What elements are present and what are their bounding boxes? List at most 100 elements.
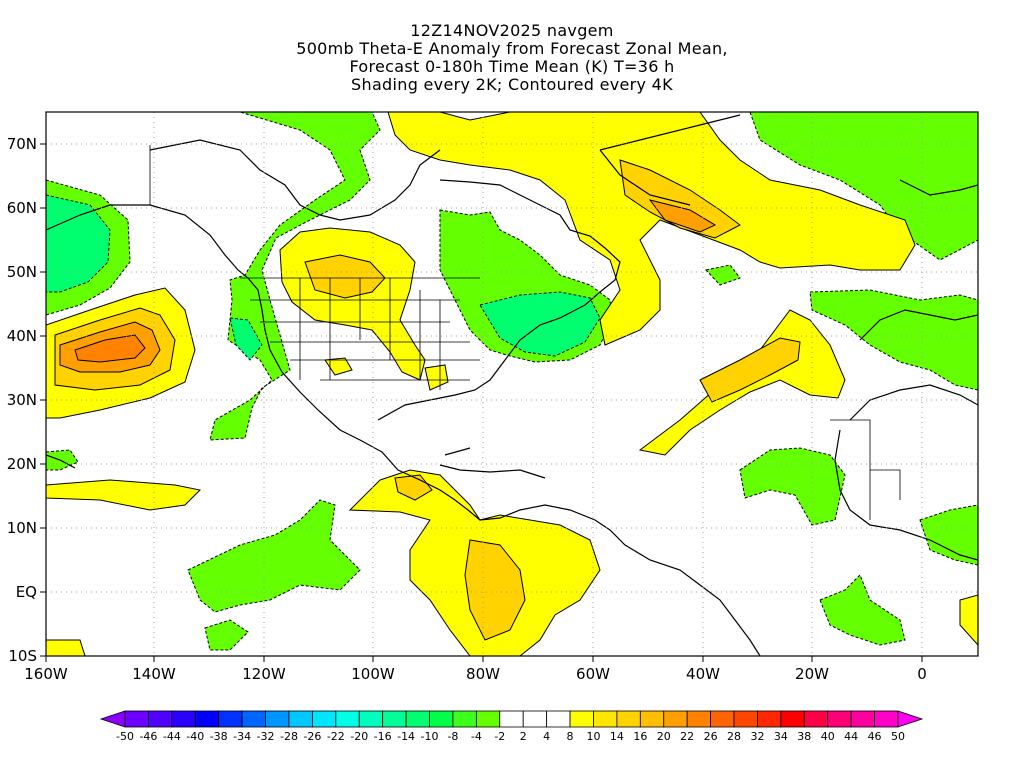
colorbar-label: -46 [139, 730, 157, 743]
lat-label: 10S [8, 647, 37, 665]
title-block: 12Z14NOV2025 navgem 500mb Theta-E Anomal… [0, 22, 1024, 94]
political-borders [149, 145, 901, 520]
colorbar-label: 26 [704, 730, 718, 743]
colorbar-label: 20 [657, 730, 671, 743]
colorbar-swatch [429, 710, 454, 728]
colorbar-swatch [663, 710, 688, 728]
coastlines [46, 114, 978, 656]
lon-label: 140W [132, 665, 176, 683]
colorbar-label: 32 [750, 730, 764, 743]
colorbar-swatch [452, 710, 477, 728]
colorbar-min-arrow [99, 710, 126, 728]
colorbar-swatch [593, 710, 618, 728]
colorbar-swatch [569, 710, 594, 728]
lat-label: 30N [7, 391, 37, 409]
lon-label: 100W [351, 665, 395, 683]
longitude-labels: 160W 140W 120W 100W 80W 60W 40W 20W 0 [24, 665, 927, 683]
colorbar-label: -22 [327, 730, 345, 743]
colorbar-swatch [522, 710, 548, 728]
colorbar-swatch [874, 710, 899, 728]
colorbar-label: -40 [186, 730, 204, 743]
colorbar-label: -2 [494, 730, 505, 743]
colorbar-swatch [288, 710, 313, 728]
colorbar-label: 8 [567, 730, 574, 743]
lat-label: 60N [7, 199, 37, 217]
colorbar-swatch [475, 710, 501, 728]
colorbar-swatch [265, 710, 290, 728]
colorbar-label: -44 [163, 730, 181, 743]
colorbar-label: 16 [633, 730, 647, 743]
title-line-3: Forecast 0-180h Time Mean (K) T=36 h [349, 57, 675, 76]
colorbar-label: 10 [586, 730, 600, 743]
colorbar-label: 40 [821, 730, 835, 743]
colorbar-label: -34 [233, 730, 251, 743]
colorbar-swatch [241, 710, 266, 728]
colorbar-label: -16 [374, 730, 392, 743]
colorbar-swatch [499, 710, 524, 728]
colorbar-swatch [803, 710, 829, 728]
colorbar-swatch [171, 710, 196, 728]
colorbar-label: 22 [680, 730, 694, 743]
lon-label: 40W [686, 665, 720, 683]
title-line-1: 12Z14NOV2025 navgem [410, 21, 614, 40]
colorbar-swatch [686, 710, 712, 728]
colorbar-swatch [710, 710, 735, 728]
lat-label: EQ [16, 583, 37, 601]
colorbar-label: 38 [797, 730, 811, 743]
lon-label: 20W [795, 665, 829, 683]
colorbar-label: -50 [116, 730, 134, 743]
colorbar-label: -14 [397, 730, 415, 743]
colorbar-swatch [124, 710, 149, 728]
colorbar-label: -20 [350, 730, 368, 743]
map-frame [45, 111, 979, 657]
strongest-positive-anomaly-shading [74, 334, 146, 363]
axis-ticks [40, 143, 923, 662]
colorbar-swatch [733, 710, 758, 728]
colorbar-swatch [850, 710, 875, 728]
colorbar-swatch [780, 710, 805, 728]
colorbar-label: -8 [447, 730, 458, 743]
colorbar-swatch [405, 710, 430, 728]
colorbar: -50 -46 -44 -40 -38 -34 -32 -28 -26 -22 -20 -16 -14-… [99, 710, 924, 743]
lon-label: 60W [576, 665, 610, 683]
colorbar-label: 46 [868, 730, 882, 743]
colorbar-swatch [358, 710, 384, 728]
colorbar-label: -4 [471, 730, 482, 743]
lon-label: 0 [917, 665, 927, 683]
colorbar-swatch [827, 710, 852, 728]
lon-label: 120W [242, 665, 286, 683]
colorbar-label: 28 [727, 730, 741, 743]
colorbar-swatch [382, 710, 407, 728]
colorbar-label: -26 [303, 730, 321, 743]
lon-label: 160W [24, 665, 68, 683]
colorbar-max-arrow [897, 710, 924, 728]
colorbar-label: -38 [210, 730, 228, 743]
colorbar-swatch [616, 710, 641, 728]
lat-label: 20N [7, 455, 37, 473]
lat-label: 40N [7, 327, 37, 345]
colorbar-swatch [546, 710, 571, 728]
colorbar-label: 34 [774, 730, 788, 743]
colorbar-label: -32 [257, 730, 275, 743]
colorbar-swatch [194, 710, 220, 728]
map-area [46, 112, 978, 656]
colorbar-label: 44 [844, 730, 858, 743]
colorbar-label: 14 [610, 730, 624, 743]
colorbar-label: 2 [520, 730, 527, 743]
colorbar-swatch [335, 710, 360, 728]
colorbar-swatch [311, 710, 337, 728]
lat-label: 10N [7, 519, 37, 537]
colorbar-label: 4 [543, 730, 550, 743]
colorbar-swatch [757, 710, 782, 728]
lon-label: 80W [466, 665, 500, 683]
title-line-2: 500mb Theta-E Anomaly from Forecast Zona… [296, 39, 728, 58]
title-line-4: Shading every 2K; Contoured every 4K [351, 75, 673, 94]
lat-label: 50N [7, 263, 37, 281]
colorbar-label: -28 [280, 730, 298, 743]
gridlines [46, 112, 978, 656]
latitude-labels: 70N 60N 50N 40N 30N 20N 10N EQ 10S [7, 135, 37, 665]
strong-negative-anomaly-shading [46, 194, 601, 361]
colorbar-label: -10 [421, 730, 439, 743]
colorbar-label: 50 [891, 730, 905, 743]
